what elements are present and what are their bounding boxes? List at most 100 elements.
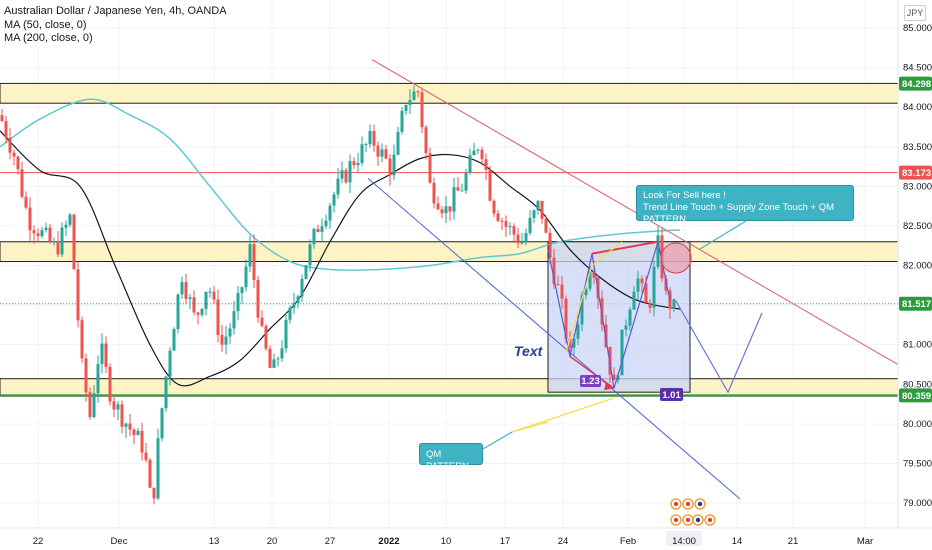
- price-tick-label: 83.500: [903, 142, 932, 153]
- candle-body: [376, 145, 380, 157]
- box-tag-upper: 1.23: [581, 376, 600, 387]
- price-axis-bg: [898, 0, 932, 550]
- qm-arrow-head: [604, 382, 614, 391]
- time-tick-label: 21: [788, 536, 799, 547]
- ma200-legend[interactable]: MA (200, close, 0): [4, 32, 93, 44]
- time-tick-label: 17: [500, 536, 511, 547]
- sell-note[interactable]: Look For Sell here ! Trend Line Touch + …: [636, 185, 854, 225]
- candle-body: [436, 203, 440, 210]
- time-tick-label: 14:00: [672, 536, 696, 547]
- candle-body: [356, 163, 360, 166]
- time-tick-label: 2022: [378, 536, 399, 547]
- time-tick-label: 10: [441, 536, 452, 547]
- event-icon-dot: [673, 517, 679, 523]
- candle-body: [556, 284, 560, 286]
- candle-body: [60, 227, 64, 255]
- text-label[interactable]: Text: [514, 343, 543, 359]
- ma50-line: [0, 130, 681, 387]
- candle-body: [472, 150, 476, 156]
- candle-body: [32, 230, 36, 234]
- time-axis[interactable]: 22 Dec 13 20 27 2022 10 17 24 Feb 14:00 14 21 Mar: [0, 527, 932, 550]
- candle-body: [456, 187, 460, 191]
- candle-body: [68, 214, 72, 225]
- candle-body: [308, 244, 312, 266]
- price-tick-label: 80.000: [903, 419, 932, 430]
- candle-body: [168, 350, 172, 377]
- price-tag-bg: [899, 296, 932, 311]
- candle-body: [416, 91, 420, 93]
- candle-body: [340, 170, 344, 179]
- candle-body: [36, 233, 40, 237]
- time-tick-label: Feb: [620, 536, 636, 547]
- price-axis[interactable]: 85.000 84.500 84.000 83.500 83.000 82.500 82.0…: [897, 0, 932, 550]
- candle-body: [452, 187, 456, 212]
- symbol-title[interactable]: Australian Dollar / Japanese Yen, 4h, OA…: [4, 5, 227, 17]
- candle-body: [424, 127, 428, 154]
- candle-body: [336, 178, 340, 195]
- candle-body: [624, 325, 628, 330]
- candle-body: [156, 438, 160, 499]
- candle-body: [268, 348, 272, 368]
- qm-yellow-pointer: [511, 397, 615, 433]
- qm-note-label: QM PATTERN: [426, 449, 469, 472]
- candle-body: [632, 291, 636, 310]
- qm-head-line: [591, 240, 659, 255]
- ma50-legend[interactable]: MA (50, close, 0): [4, 19, 87, 31]
- candle-body: [92, 393, 96, 418]
- qm-yellow-left: [565, 241, 623, 353]
- candle-body: [480, 149, 484, 160]
- candle-body: [432, 182, 436, 204]
- qm-note[interactable]: QM PATTERN: [419, 443, 483, 472]
- candle-body: [360, 144, 364, 164]
- candle-body: [196, 312, 200, 315]
- candle-body: [52, 241, 56, 243]
- candle-body: [144, 452, 148, 460]
- candle-body: [136, 430, 140, 436]
- price-tick-label: 82.500: [903, 221, 932, 232]
- candle-body: [44, 227, 48, 231]
- sell-note-title: Look For Sell here !: [643, 190, 726, 201]
- candle-body: [636, 278, 640, 292]
- candle-body: [576, 324, 580, 339]
- candle-body: [564, 298, 568, 339]
- event-icon-dot: [697, 501, 703, 507]
- price-tag-label: 80.359: [902, 391, 931, 402]
- candle-body: [544, 218, 548, 233]
- candle-body: [304, 265, 308, 279]
- price-tag-label: 81.517: [902, 299, 931, 310]
- candle-body: [212, 291, 216, 300]
- candle-body: [116, 404, 120, 410]
- candle-body: [324, 220, 328, 227]
- candle-body: [440, 209, 444, 214]
- candle-body: [628, 309, 632, 326]
- candle-body: [0, 115, 4, 121]
- candle-body: [272, 359, 276, 368]
- candle-body: [492, 200, 496, 214]
- candle-body: [292, 302, 296, 308]
- candle-body: [648, 302, 652, 308]
- candle-body: [500, 220, 504, 222]
- candle-body: [172, 328, 176, 351]
- candle-body: [548, 232, 552, 258]
- candle-body: [552, 257, 556, 285]
- candle-body: [428, 153, 432, 183]
- candle-body: [120, 404, 124, 427]
- candle-body: [244, 266, 248, 288]
- candle-body: [180, 282, 184, 295]
- red-trend-line: [371, 59, 932, 385]
- candle-body: [176, 294, 180, 329]
- currency-badge[interactable]: JPY: [904, 5, 926, 21]
- candle-body: [300, 278, 304, 297]
- candle-body: [420, 92, 424, 128]
- candle-body: [88, 392, 92, 418]
- price-tick-label: 79.000: [903, 498, 932, 509]
- candle-body: [520, 242, 524, 244]
- candle-body: [572, 338, 576, 348]
- candle-body: [380, 149, 384, 157]
- price-tick-label: 84.000: [903, 102, 932, 113]
- candle-body: [448, 206, 452, 212]
- candle-body: [312, 228, 316, 245]
- price-tick-label: 85.000: [903, 23, 932, 34]
- candle-body: [276, 358, 280, 360]
